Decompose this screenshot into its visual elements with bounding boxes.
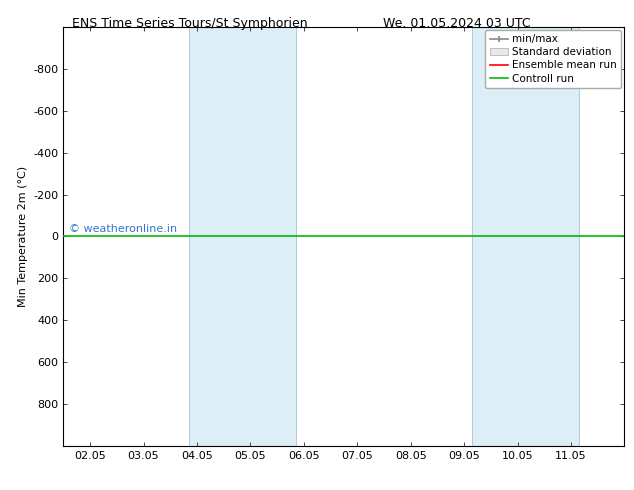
Text: © weatheronline.in: © weatheronline.in — [69, 224, 177, 234]
Y-axis label: Min Temperature 2m (°C): Min Temperature 2m (°C) — [18, 166, 28, 307]
Text: ENS Time Series Tours/St Symphorien: ENS Time Series Tours/St Symphorien — [72, 17, 308, 30]
Bar — [472, 27, 579, 446]
Bar — [189, 27, 296, 446]
Text: We. 01.05.2024 03 UTC: We. 01.05.2024 03 UTC — [383, 17, 530, 30]
Legend: min/max, Standard deviation, Ensemble mean run, Controll run: min/max, Standard deviation, Ensemble me… — [486, 30, 621, 88]
